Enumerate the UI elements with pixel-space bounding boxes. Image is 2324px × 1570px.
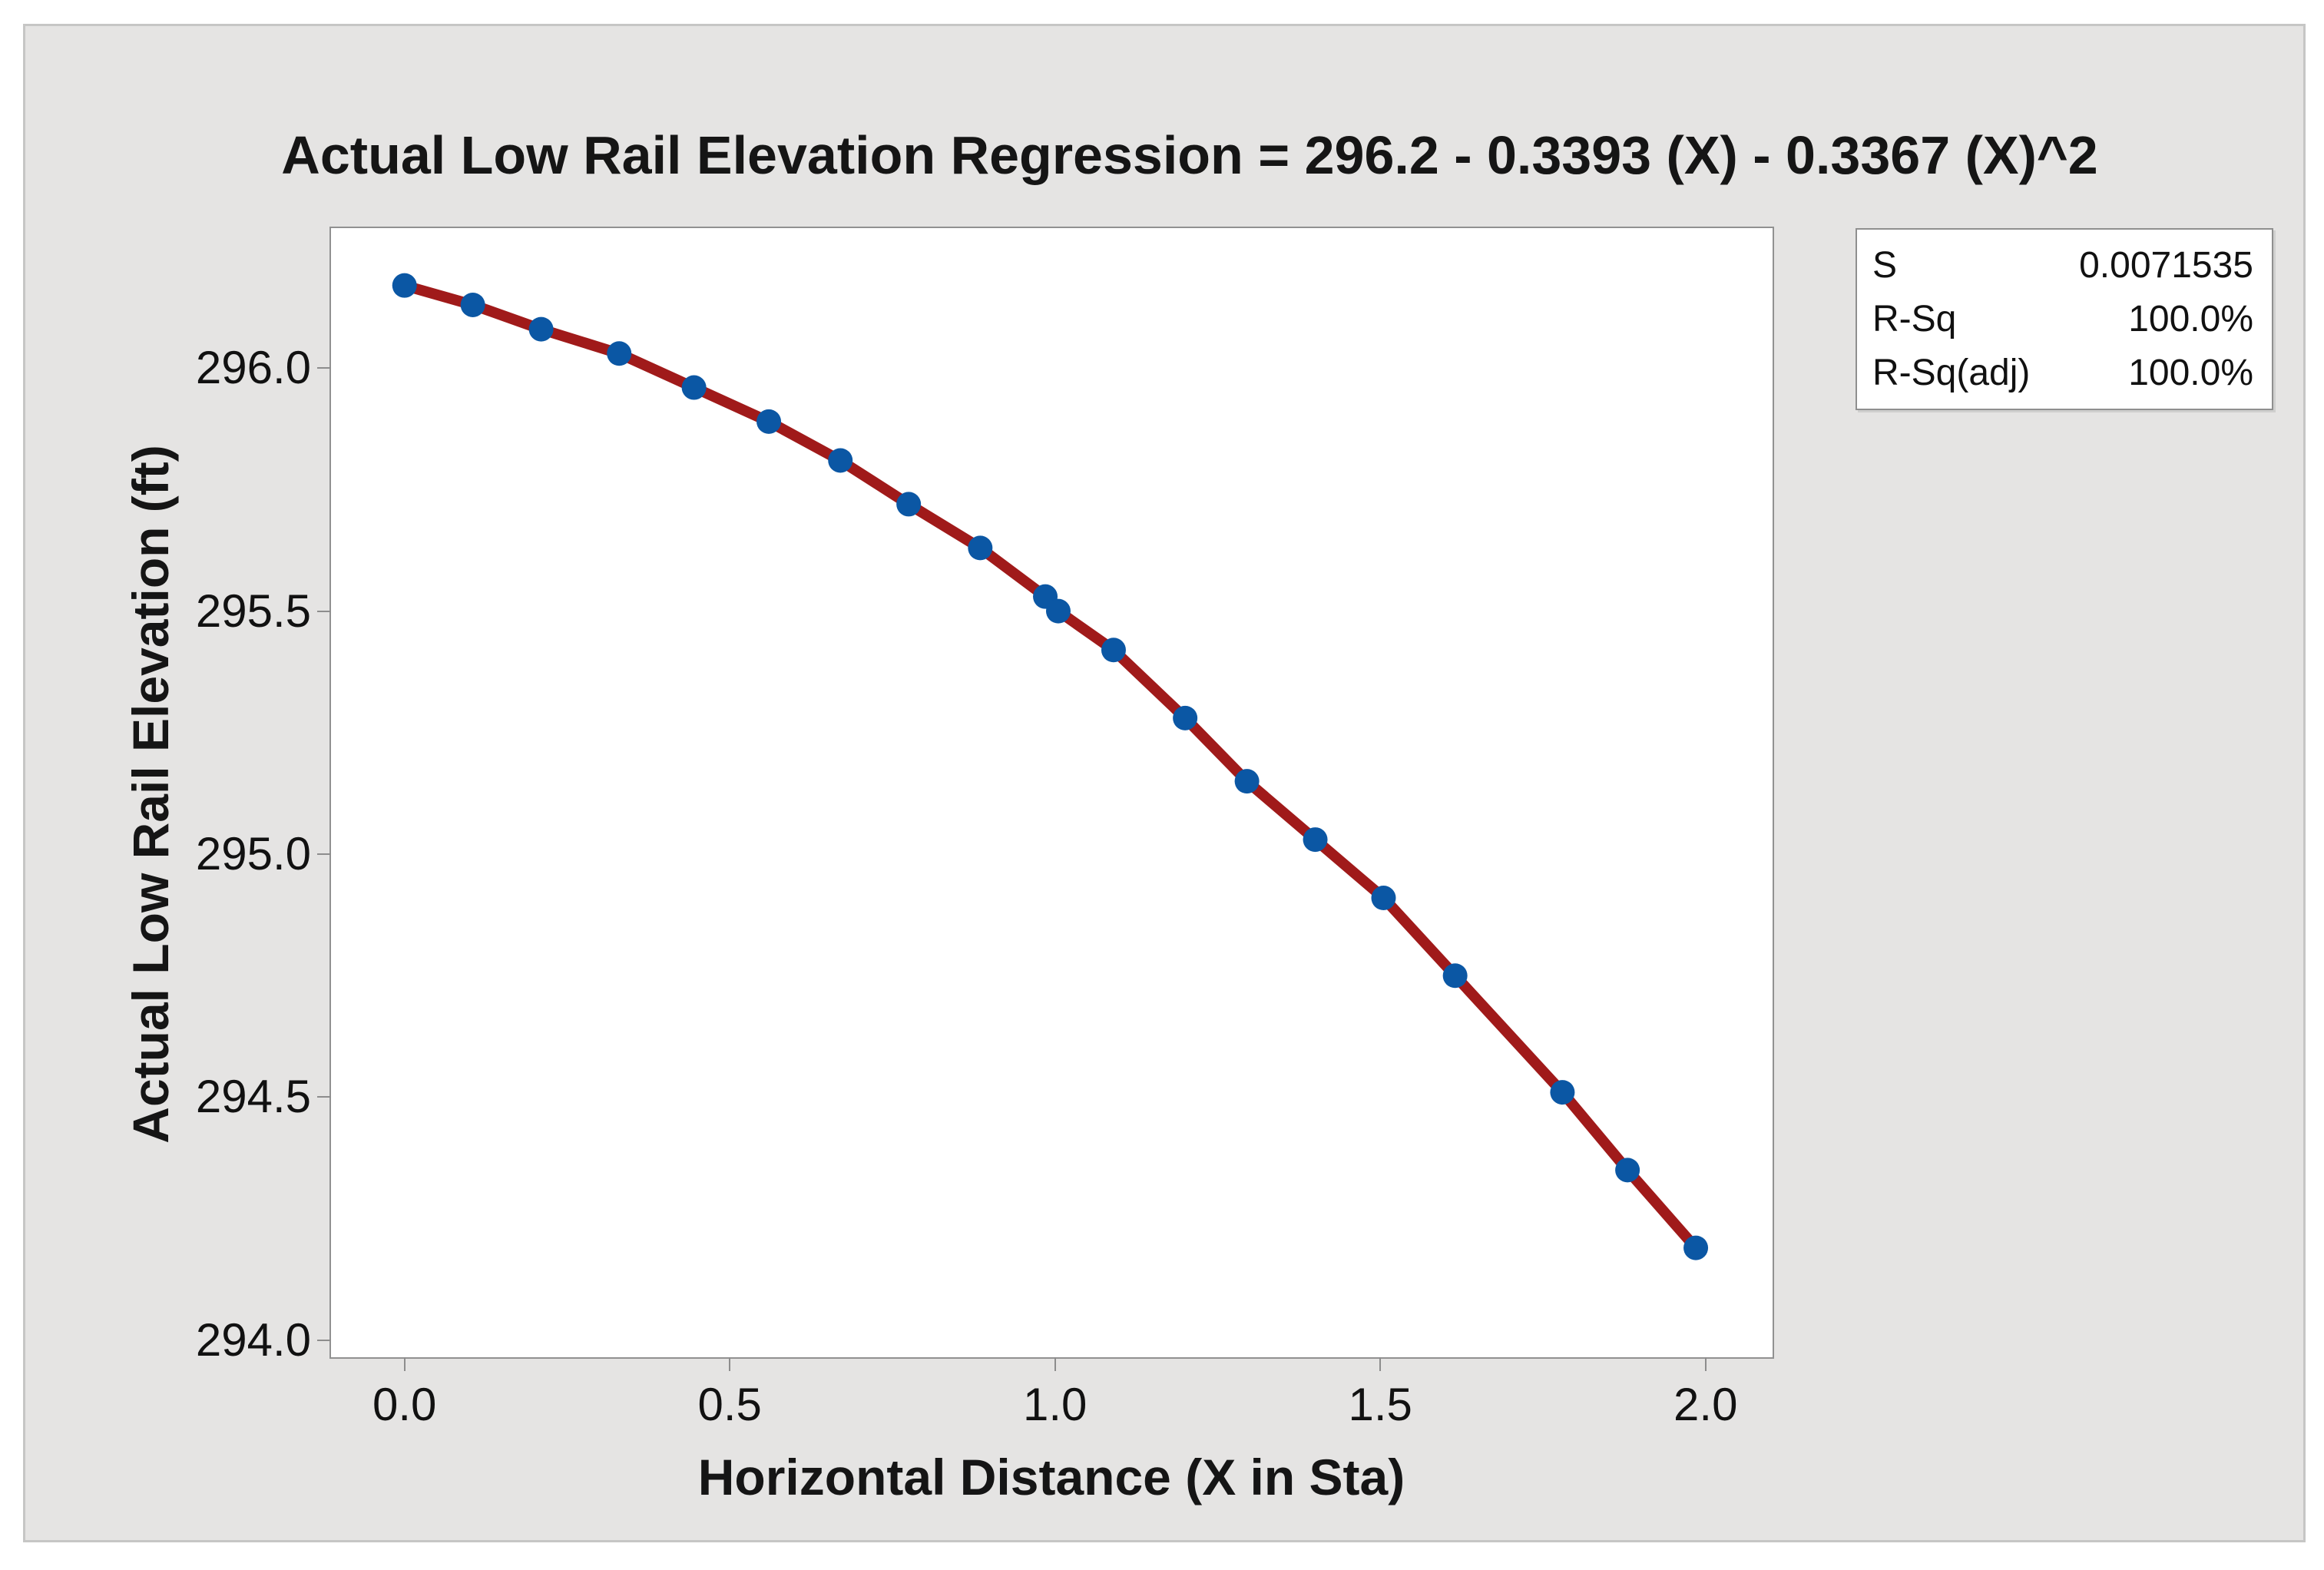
x-tick-mark [403, 1357, 406, 1371]
x-axis-label: Horizontal Distance (X in Sta) [697, 1449, 1405, 1505]
y-tick-mark [317, 367, 331, 369]
data-point [392, 273, 417, 298]
data-point [968, 535, 993, 561]
plot-area [329, 227, 1774, 1359]
data-point [1234, 769, 1260, 794]
y-tick-mark [317, 610, 331, 612]
figure-panel: Actual Low Rail Elevation Regression = 2… [23, 24, 2306, 1542]
legend-label-rsq: R-Sq [1872, 299, 1957, 340]
fit-line [399, 280, 1702, 1254]
y-tick-label: 295.5 [195, 585, 311, 637]
fitted-line-chart [392, 273, 1709, 1260]
y-tick-mark [317, 1096, 331, 1098]
y-tick-label: 294.0 [195, 1313, 311, 1366]
chart-title: Actual Low Rail Elevation Regression = 2… [281, 125, 2098, 185]
data-point [460, 292, 485, 317]
x-tick-label: 1.0 [1023, 1379, 1088, 1430]
data-point [1045, 598, 1071, 624]
data-point [528, 316, 554, 342]
data-point [896, 492, 922, 517]
x-tick-label: 2.0 [1673, 1379, 1738, 1430]
x-tick-mark [1379, 1357, 1382, 1371]
legend-row-rsq: R-Sq 100.0% [1872, 293, 2253, 346]
legend-value-rsq-adj: 100.0% [2128, 353, 2253, 393]
data-point [828, 448, 853, 473]
x-tick-label: 1.5 [1348, 1379, 1412, 1430]
legend-value-rsq: 100.0% [2128, 299, 2253, 340]
x-tick-mark [729, 1357, 731, 1371]
x-tick-label: 0.5 [697, 1379, 762, 1430]
y-axis-label: Actual Low Rail Elevation (ft) [122, 445, 179, 1144]
data-point [1173, 705, 1198, 730]
y-tick-label: 294.5 [195, 1071, 311, 1123]
data-point [1442, 963, 1468, 989]
y-tick-label: 295.0 [195, 828, 311, 880]
x-tick-label: 0.0 [372, 1379, 437, 1430]
legend-value-s: 0.0071535 [2079, 245, 2253, 286]
data-point [1303, 827, 1328, 853]
y-tick-mark [317, 853, 331, 856]
legend-row-rsq-adj: R-Sq(adj) 100.0% [1872, 346, 2253, 400]
data-point [607, 341, 632, 366]
legend-label-s: S [1872, 245, 1898, 286]
x-tick-mark [1054, 1357, 1056, 1371]
legend-row-s: S 0.0071535 [1872, 239, 2253, 293]
data-point [1550, 1080, 1575, 1105]
y-tick-label: 296.0 [195, 342, 311, 394]
data-point [681, 375, 707, 400]
legend-box: S 0.0071535 R-Sq 100.0% R-Sq(adj) 100.0% [1856, 228, 2273, 410]
data-point [756, 409, 782, 434]
data-point [1683, 1235, 1709, 1260]
x-tick-mark [1704, 1357, 1707, 1371]
y-tick-mark [317, 1339, 331, 1341]
data-point [1371, 886, 1396, 911]
legend-label-rsq-adj: R-Sq(adj) [1872, 353, 2031, 393]
data-point [1615, 1158, 1640, 1183]
data-point [1101, 638, 1126, 663]
